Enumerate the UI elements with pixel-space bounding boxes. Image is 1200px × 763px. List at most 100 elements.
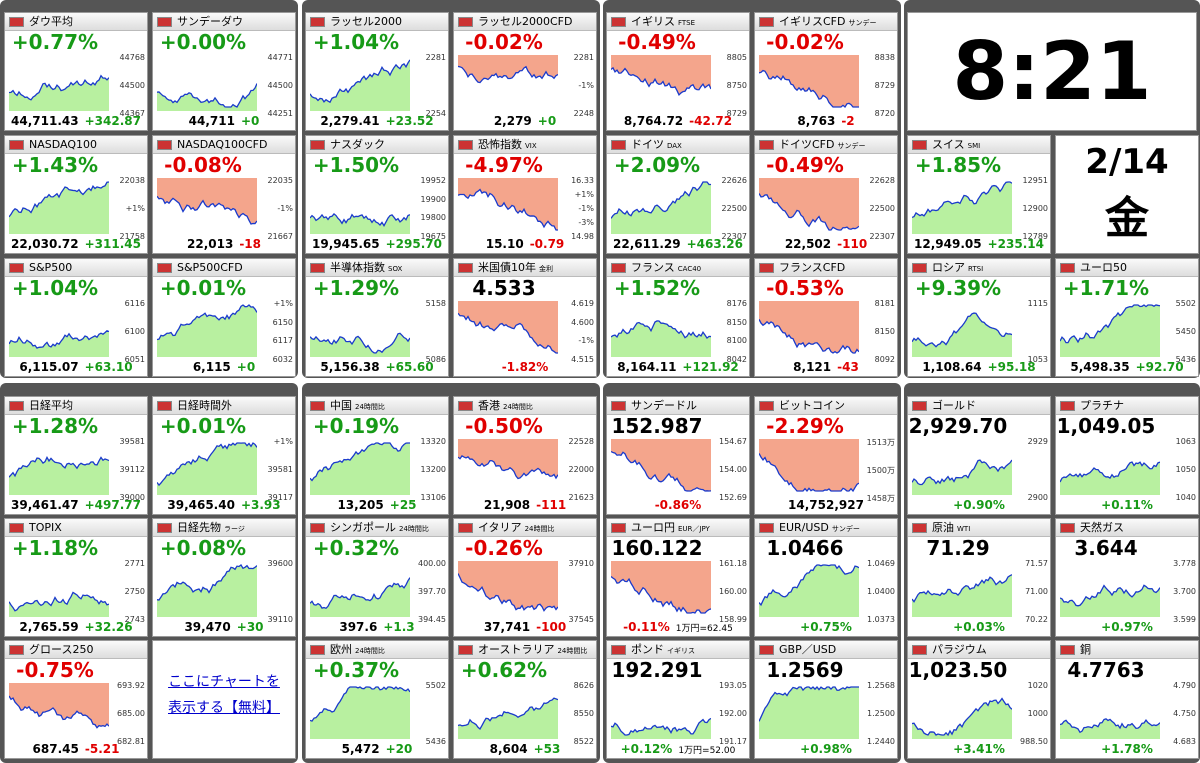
mini-chart <box>759 439 859 493</box>
chart-line <box>912 459 1012 486</box>
footer-value: -0.86% <box>654 498 702 512</box>
flag-icon <box>759 140 774 150</box>
axis-label: 693.92 <box>117 681 145 690</box>
instrument-name: ラッセル2000CFD <box>478 15 573 28</box>
mini-chart <box>9 329 109 357</box>
headline-value: +1.04% <box>312 30 400 54</box>
axis-label: 22035 <box>267 176 293 185</box>
quote-tile: グロース250 -0.75% 693.92 685.00 682.81 687.45 -5.… <box>4 640 148 759</box>
clock-tile: 8:21 <box>907 12 1197 131</box>
axis-label: 682.81 <box>117 737 145 746</box>
axis-label: 5436 <box>425 737 446 746</box>
axis-label: 22000 <box>568 465 594 474</box>
axis-label: +1% <box>574 190 594 199</box>
footer-value: 13,205 <box>337 498 384 512</box>
flag-icon <box>310 17 325 27</box>
quote-tile: フランス CAC40 +1.52% 8176 8150 8100 8042 8,164.11 +… <box>606 258 750 377</box>
chart-area <box>458 439 558 479</box>
quote-tile: サンデードル 152.987 154.67 154.00 152.69 -0.86% <box>606 396 750 515</box>
tile-header: ゴールド <box>908 397 1050 415</box>
axis-label: 70.22 <box>1025 615 1048 624</box>
tile-header: グロース250 <box>5 641 147 659</box>
footer-value: +0.03% <box>953 620 1005 634</box>
chart-area <box>157 443 257 495</box>
tile-footer: 44,711 +0 <box>153 114 295 128</box>
mini-chart <box>458 439 558 480</box>
flag-icon <box>611 263 626 273</box>
flag-icon <box>611 17 626 27</box>
instrument-name: 恐怖指数 <box>478 138 522 151</box>
tile-header: 半導体指数 SOX <box>306 259 448 277</box>
tile-footer: 5,156.38 +65.60 <box>306 360 448 374</box>
headline-value: 1.2569 <box>766 658 844 682</box>
chart-area <box>458 561 558 611</box>
instrument-name: 日経平均 <box>29 399 73 412</box>
chart-line <box>310 332 410 354</box>
footer-value: +53 <box>533 742 561 756</box>
chart-line <box>310 59 410 104</box>
footer-value: +0.12% <box>620 742 673 756</box>
footer-value: 44,711.43 <box>11 114 79 128</box>
tile-footer: +0.90% <box>908 498 1050 512</box>
quote-tile: NASDAQ100 +1.43% 22038 +1% 21758 22,030.72 +31… <box>4 135 148 254</box>
instrument-name: ラッセル2000 <box>330 15 402 28</box>
headline-value: +1.18% <box>11 536 99 560</box>
tile-footer: 21,908 -111 <box>454 498 596 512</box>
chart-line <box>310 442 410 482</box>
instrument-tag: SMI <box>967 142 981 150</box>
axis-label: 71.00 <box>1025 587 1048 596</box>
axis-label: 1.2568 <box>867 681 895 690</box>
tile-header: ユーロ50 <box>1056 259 1198 277</box>
date: 2/14 <box>1085 142 1169 182</box>
headline-value: +0.01% <box>159 276 247 300</box>
chart-line <box>9 181 109 218</box>
chart-line <box>1060 304 1160 344</box>
footer-value: 5,156.38 <box>320 360 380 374</box>
headline-value: +0.08% <box>159 536 247 560</box>
axis-label: 1.0373 <box>867 615 895 624</box>
tile-header: プラチナ <box>1056 397 1198 415</box>
instrument-tag: FTSE <box>678 19 696 27</box>
axis-label: 44251 <box>267 109 293 118</box>
axis-label: 13320 <box>420 437 446 446</box>
tile-header: シンガポール 24時間比 <box>306 519 448 537</box>
chart-line <box>611 451 711 492</box>
mini-chart <box>157 178 257 225</box>
instrument-name: ドイツ <box>631 138 664 151</box>
tile-header: 原油 WTI <box>908 519 1050 537</box>
tile-header: 銅 <box>1056 641 1198 659</box>
footer-value: 6,115 <box>192 360 231 374</box>
axis-label: 3.700 <box>1173 587 1196 596</box>
instrument-name: パラジウム <box>932 643 987 656</box>
tile-header: 欧州 24時間比 <box>306 641 448 659</box>
headline-value: +0.77% <box>11 30 99 54</box>
flag-icon <box>759 523 774 533</box>
headline-value: 2,929.70 <box>908 414 1008 438</box>
footer-value: +0.90% <box>953 498 1005 512</box>
axis-label: 39000 <box>119 493 145 502</box>
axis-label: 8176 <box>726 299 747 308</box>
headline-value: 1.0466 <box>766 536 844 560</box>
flag-icon <box>759 401 774 411</box>
instrument-name: 原油 <box>932 521 954 534</box>
headline-value: -0.08% <box>164 153 242 177</box>
footer-value: +30 <box>236 620 264 634</box>
axis-label: 19800 <box>420 213 446 223</box>
tile-header: ドイツCFD サンデー <box>755 136 897 154</box>
headline-value: 152.987 <box>611 414 703 438</box>
axis-label: 161.18 <box>719 559 747 568</box>
tile-header: GBP／USD <box>755 641 897 659</box>
axis-label: 6117 <box>272 336 293 346</box>
chart-link[interactable]: ここにチャートを表示する【無料】 <box>168 674 280 716</box>
quote-tile: ラッセル2000 +1.04% 2281 2254 2,279.41 +23.52 <box>305 12 449 131</box>
tile-footer: 22,013 -18 <box>153 237 295 251</box>
chart-line <box>759 193 859 231</box>
axis-label: 71.57 <box>1025 559 1048 568</box>
mini-chart <box>9 181 109 234</box>
footer-value: -5.21 <box>84 742 120 756</box>
axis-label: 8750 <box>726 81 747 90</box>
footer-value: +0.11% <box>1101 498 1153 512</box>
chart-line <box>912 312 1012 348</box>
quote-tile: シンガポール 24時間比 +0.32% 400.00 397.70 394.45 397.6… <box>305 518 449 637</box>
tile-footer: 8,763 -2 <box>755 114 897 128</box>
